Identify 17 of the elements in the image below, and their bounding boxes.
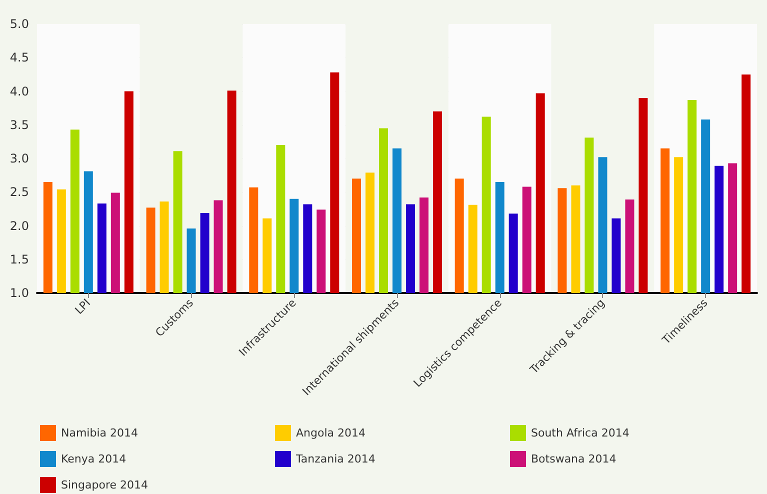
y-tick-label: 2.0 <box>10 218 29 233</box>
legend-label: Botswana 2014 <box>531 452 616 466</box>
y-tick-label: 4.0 <box>10 84 29 98</box>
legend-label: South Africa 2014 <box>531 426 630 440</box>
legend-label: Namibia 2014 <box>61 426 138 440</box>
legend-label: Tanzania 2014 <box>295 452 376 466</box>
legend-label: Angola 2014 <box>296 426 366 440</box>
y-tick-label: 4.5 <box>10 50 29 65</box>
y-tick-label: 2.5 <box>10 185 29 200</box>
y-tick-label: 1.0 <box>10 286 29 300</box>
y-tick-label: 1.5 <box>10 252 29 266</box>
legend-label: Kenya 2014 <box>61 452 126 466</box>
legend-label: Singapore 2014 <box>61 478 148 492</box>
y-tick-label: 5.0 <box>10 17 29 31</box>
y-tick-label: 3.5 <box>10 118 29 132</box>
y-tick-label: 3.0 <box>10 152 29 166</box>
x-tick-label: LPI <box>72 296 94 317</box>
